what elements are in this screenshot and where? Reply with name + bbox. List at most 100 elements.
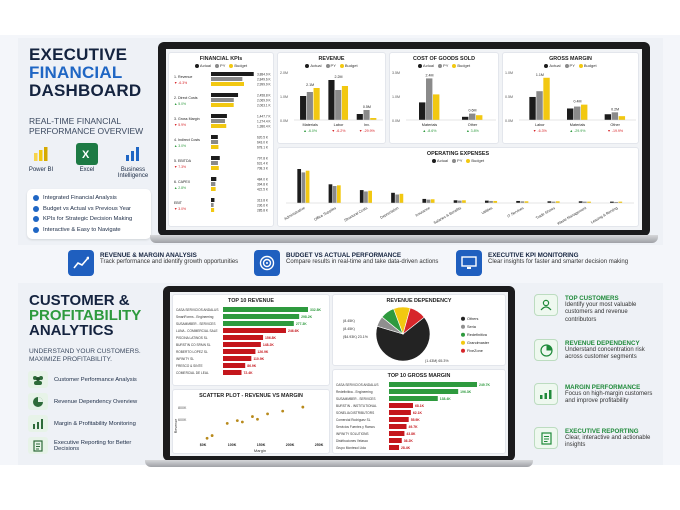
tool-excel: X Excel <box>72 143 102 179</box>
opex-bar-actual <box>297 169 302 203</box>
kpi-row-label: 3. Gross Margin <box>174 117 200 121</box>
opex-bar-actual <box>328 184 333 203</box>
users-icon <box>534 294 558 316</box>
tool-power-bi: Power BI <box>26 143 56 179</box>
scatter-x-label: Margin <box>254 448 266 453</box>
opex-bar-budget <box>555 201 560 203</box>
customer-bar <box>389 382 477 387</box>
bar-data-label: 2.1M <box>306 83 314 87</box>
opex-category-label: Structural Costs <box>343 206 368 223</box>
kpi-bar <box>211 72 254 76</box>
pie-chart-icon <box>534 339 558 361</box>
opex-bar-budget <box>430 199 435 203</box>
opex-title: OPERATING EXPENSES <box>426 151 490 157</box>
bar-change-label: ▼ -29.9% <box>359 129 376 133</box>
customer-title-line3: ANALYTICS <box>29 322 114 339</box>
customer-bar <box>223 328 286 333</box>
pie-slice <box>402 307 425 335</box>
kpi-bar <box>211 166 219 170</box>
customer-name: SONELIA DISTRIBUTORS <box>336 411 374 415</box>
customer-value-label: 148.2K <box>263 343 274 347</box>
y-tick-label: 1.0M <box>280 95 288 99</box>
bar-budget <box>543 77 550 120</box>
kpi-row-label: 4. Indirect Costs <box>174 138 200 142</box>
kpi-bar-label: 285.8 K <box>257 208 269 212</box>
revenue-title: REVENUE <box>318 56 345 62</box>
opex-bar-budget <box>399 193 404 203</box>
feature-title: REVENUE & MARGIN ANALYSIS <box>100 252 197 259</box>
customer-title-line1: CUSTOMER & <box>29 292 130 309</box>
kpi-bar-label: 2,999.9 K <box>257 82 272 86</box>
tool-label: Power BI <box>28 167 54 173</box>
opex-category-label: Waste Management <box>557 206 587 226</box>
scatter-y-label: Revenue <box>174 419 178 433</box>
pie-legend-label: FiveZone <box>467 349 483 353</box>
svg-text:X: X <box>82 149 90 161</box>
x-tick-label: Other <box>610 123 620 127</box>
x-tick-label: Materials <box>422 123 438 127</box>
customer-list-item: Margin & Profitability Monitoring <box>28 415 136 432</box>
customer-value-label: 246.6K <box>288 329 299 333</box>
laptop-bottom-base <box>145 460 533 467</box>
customer-value-label: 110.9K <box>253 357 264 361</box>
bar-py <box>574 106 581 120</box>
kpi-bar <box>211 124 227 128</box>
customer-name: Servicios Fuentes y Ramos <box>336 425 375 429</box>
kpi-bar <box>211 161 218 165</box>
customer-name: CASA SERVICIOS ANDALUS <box>176 308 218 312</box>
x-tick-label: Inv. <box>364 123 370 127</box>
scatter-y-tick: 800K <box>178 406 187 410</box>
bar-data-label: 2.2M <box>335 75 343 79</box>
scatter-panel: SCATTER PLOT - REVENUE VS MARGIN 800K 600… <box>172 389 330 454</box>
opex-bar-actual <box>391 192 395 203</box>
top10-revenue-chart: CASA SERVICIOS ANDALUS 332.8K SmartForms -… <box>176 307 321 375</box>
customer-bar <box>223 321 294 326</box>
pie-label: (8.45K) <box>343 319 355 323</box>
bar-py <box>335 90 342 120</box>
bar-data-label: 0.4M <box>574 100 582 104</box>
y-tick-label: 0.0M <box>392 119 400 123</box>
target-icon <box>254 250 280 276</box>
kpi-bar <box>211 82 244 86</box>
cogs-legend: Actual PY Budget <box>390 63 498 68</box>
bar-budget <box>476 115 483 120</box>
bar-budget <box>433 94 440 120</box>
bar-data-label: 2.4M <box>426 73 434 77</box>
bar-chart-icon <box>122 143 144 165</box>
gm-legend: Actual PY Budget <box>503 63 638 68</box>
customer-value-label: 249.7K <box>479 383 490 387</box>
customer-bar <box>389 445 400 450</box>
customer-bar <box>389 403 413 408</box>
opex-bar-budget <box>337 185 341 203</box>
right-feature-dependency: REVENUE DEPENDENCY Understand concentrati… <box>534 339 659 362</box>
right-feature-desc: Understand concentration risk across cus… <box>565 347 645 361</box>
kpi-legend: Actual PY Budget <box>169 63 273 68</box>
kpi-bar-label: 708.3 K <box>257 166 269 170</box>
customer-value-label: 49.7K <box>409 425 419 429</box>
scatter-point <box>281 409 285 413</box>
x-tick-label: Labor <box>535 123 545 127</box>
scatter-point <box>240 420 244 424</box>
top10-margin-title: TOP 10 GROSS MARGIN <box>387 373 451 379</box>
customer-subtitle: UNDERSTAND YOUR CUSTOMERS. MAXIMIZE PROF… <box>29 348 141 363</box>
right-feature-top-customers: TOP CUSTOMERS Identify your most valuable… <box>534 294 659 324</box>
kpi-row-label: 1. Revenue <box>174 75 192 79</box>
bar-py <box>306 92 313 120</box>
x-tick-label: Materials <box>302 123 318 127</box>
bar-data-label: 0.6M <box>469 109 477 113</box>
kpi-bar-label: 422.5 K <box>257 187 269 191</box>
customer-bar <box>389 417 409 422</box>
opex-bar-budget <box>493 200 498 203</box>
opex-category-label: Salaries & Benefits <box>433 206 462 225</box>
kpi-bar <box>211 114 227 118</box>
bars-icon <box>28 415 48 432</box>
check-icon <box>33 195 39 202</box>
customer-bar <box>223 356 252 361</box>
opex-category-label: Depreciation <box>380 206 400 220</box>
bar-py <box>363 110 370 120</box>
opex-bar-budget <box>587 201 591 203</box>
bar-budget <box>581 104 588 120</box>
bar-actual <box>529 96 536 120</box>
customer-value-label: 86.9K <box>247 364 257 368</box>
opex-bar-py <box>614 201 618 203</box>
